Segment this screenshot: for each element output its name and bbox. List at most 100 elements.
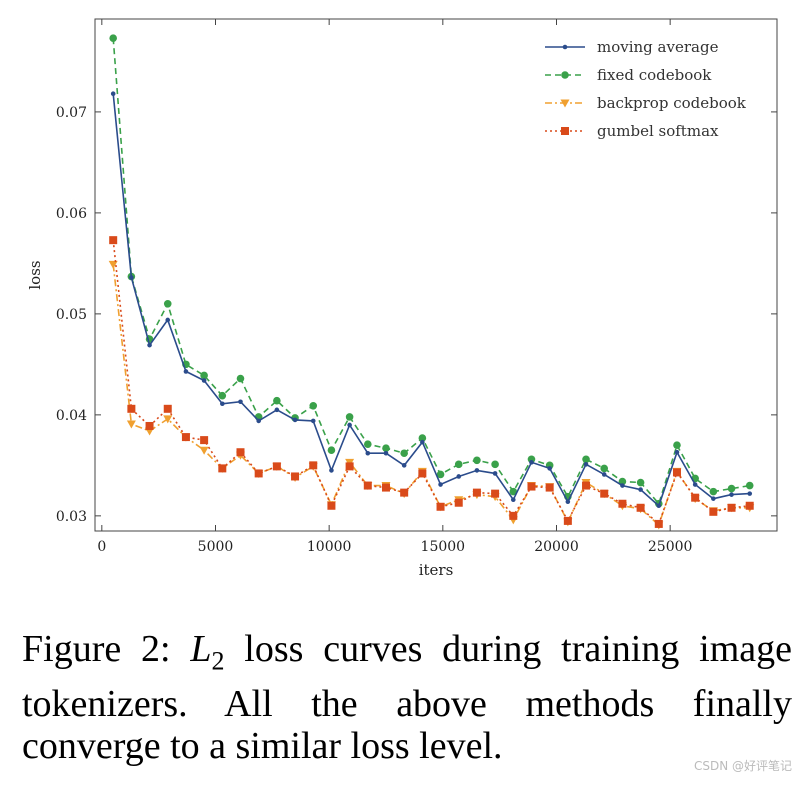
data-point-moving-average [565, 499, 571, 505]
data-point-fixed-codebook [709, 487, 718, 496]
data-point-gumbel-softmax [691, 493, 700, 502]
data-point-gumbel-softmax [109, 236, 118, 245]
data-point-gumbel-softmax [272, 462, 281, 471]
data-point-moving-average [365, 450, 371, 456]
data-point-moving-average [547, 466, 552, 471]
data-point-gumbel-softmax [672, 468, 681, 477]
data-point-gumbel-softmax [127, 404, 136, 413]
series-line-fixed-codebook [112, 38, 750, 506]
caption-math-sub: 2 [211, 646, 225, 676]
data-point-moving-average [220, 401, 225, 407]
series-line-backprop-codebook [112, 264, 750, 527]
data-point-fixed-codebook [382, 444, 390, 452]
data-point-fixed-codebook [491, 460, 499, 469]
data-point-gumbel-softmax [509, 511, 518, 520]
data-point-gumbel-softmax [600, 489, 609, 498]
x-tick-label: 0 [97, 539, 106, 555]
data-point-moving-average [183, 369, 189, 374]
data-point-fixed-codebook [436, 470, 445, 479]
data-point-fixed-codebook [400, 449, 408, 458]
data-point-moving-average [474, 468, 480, 473]
legend-marker-moving-average [562, 44, 568, 50]
data-point-moving-average [638, 487, 643, 492]
series-line-moving-average [112, 93, 750, 508]
data-point-fixed-codebook [727, 484, 736, 493]
data-point-moving-average [165, 317, 171, 323]
watermark-text: CSDN @好评笔记 [693, 759, 792, 773]
data-point-gumbel-softmax [454, 498, 463, 507]
data-point-moving-average [656, 503, 662, 509]
data-point-moving-average [201, 378, 207, 383]
data-point-gumbel-softmax [545, 483, 554, 492]
data-point-fixed-codebook [745, 481, 754, 490]
data-point-fixed-codebook [673, 441, 681, 449]
data-point-moving-average [292, 417, 298, 423]
legend-label-backprop-codebook: backprop codebook [597, 94, 747, 112]
data-point-moving-average [674, 449, 680, 455]
legend-label-gumbel-softmax: gumbel softmax [597, 122, 719, 140]
data-point-gumbel-softmax [636, 503, 645, 512]
data-point-gumbel-softmax [236, 448, 245, 457]
legend-label-moving-average: moving average [597, 38, 719, 56]
data-point-gumbel-softmax [363, 481, 372, 490]
data-point-gumbel-softmax [563, 516, 572, 525]
data-point-fixed-codebook [418, 434, 427, 442]
y-tick-label: 0.07 [56, 105, 87, 121]
data-point-backprop-codebook [163, 415, 173, 424]
legend: moving average fixed codebook backprop cod… [545, 38, 747, 140]
data-point-fixed-codebook [309, 401, 318, 410]
data-point-moving-average [238, 399, 243, 405]
data-point-backprop-codebook [126, 420, 136, 429]
data-point-gumbel-softmax [709, 507, 718, 516]
data-point-gumbel-softmax [345, 462, 354, 471]
data-point-moving-average [583, 462, 589, 467]
data-point-backprop-codebook [199, 446, 209, 455]
data-point-gumbel-softmax [218, 464, 227, 473]
data-point-moving-average [347, 422, 352, 428]
data-point-fixed-codebook [509, 487, 518, 496]
data-point-moving-average [401, 463, 407, 468]
loss-chart: 0 5000 10000 15000 20000 25000 0.03 0.04 0.05 0.0… [26, 18, 778, 579]
x-tick-label: 5000 [198, 539, 234, 555]
legend-marker-fixed-codebook [561, 71, 569, 79]
data-point-moving-average [620, 483, 625, 488]
data-point-gumbel-softmax [527, 482, 536, 491]
data-point-gumbel-softmax [400, 488, 409, 497]
data-point-fixed-codebook [218, 391, 227, 400]
data-point-gumbel-softmax [291, 472, 300, 481]
data-point-moving-average [747, 491, 753, 496]
data-point-gumbel-softmax [309, 461, 318, 470]
data-point-fixed-codebook [364, 440, 372, 448]
y-tick-label: 0.05 [56, 307, 87, 323]
data-point-fixed-codebook [636, 478, 645, 487]
data-point-gumbel-softmax [745, 501, 754, 510]
data-point-gumbel-softmax [618, 499, 627, 508]
data-point-fixed-codebook [327, 446, 336, 455]
caption-math: L2 [190, 628, 224, 676]
data-point-moving-average [310, 418, 316, 424]
x-tick-label: 15000 [421, 539, 466, 555]
data-point-moving-average [492, 471, 498, 476]
figure-caption: Figure 2: L2 loss curves during training… [22, 628, 792, 767]
legend-marker-backprop-codebook [560, 99, 570, 108]
data-point-moving-average [420, 439, 425, 445]
data-point-moving-average [329, 468, 334, 473]
data-point-fixed-codebook [582, 455, 590, 464]
data-point-gumbel-softmax [145, 421, 154, 430]
data-point-fixed-codebook [236, 374, 245, 383]
data-point-fixed-codebook [200, 371, 208, 380]
data-point-moving-average [510, 497, 516, 502]
data-point-moving-average [601, 472, 607, 477]
data-point-gumbel-softmax [727, 503, 736, 512]
x-axis-label: iters [419, 561, 454, 579]
y-tick-label: 0.06 [56, 206, 87, 222]
data-point-gumbel-softmax [472, 488, 481, 497]
x-tick-label: 10000 [307, 539, 352, 555]
data-point-gumbel-softmax [491, 489, 500, 498]
data-point-moving-average [383, 450, 389, 456]
data-point-moving-average [711, 496, 716, 501]
data-point-fixed-codebook [454, 460, 463, 469]
caption-prefix: Figure 2: [22, 628, 191, 670]
data-point-moving-average [456, 474, 462, 479]
series-gumbel-softmax [109, 236, 754, 528]
